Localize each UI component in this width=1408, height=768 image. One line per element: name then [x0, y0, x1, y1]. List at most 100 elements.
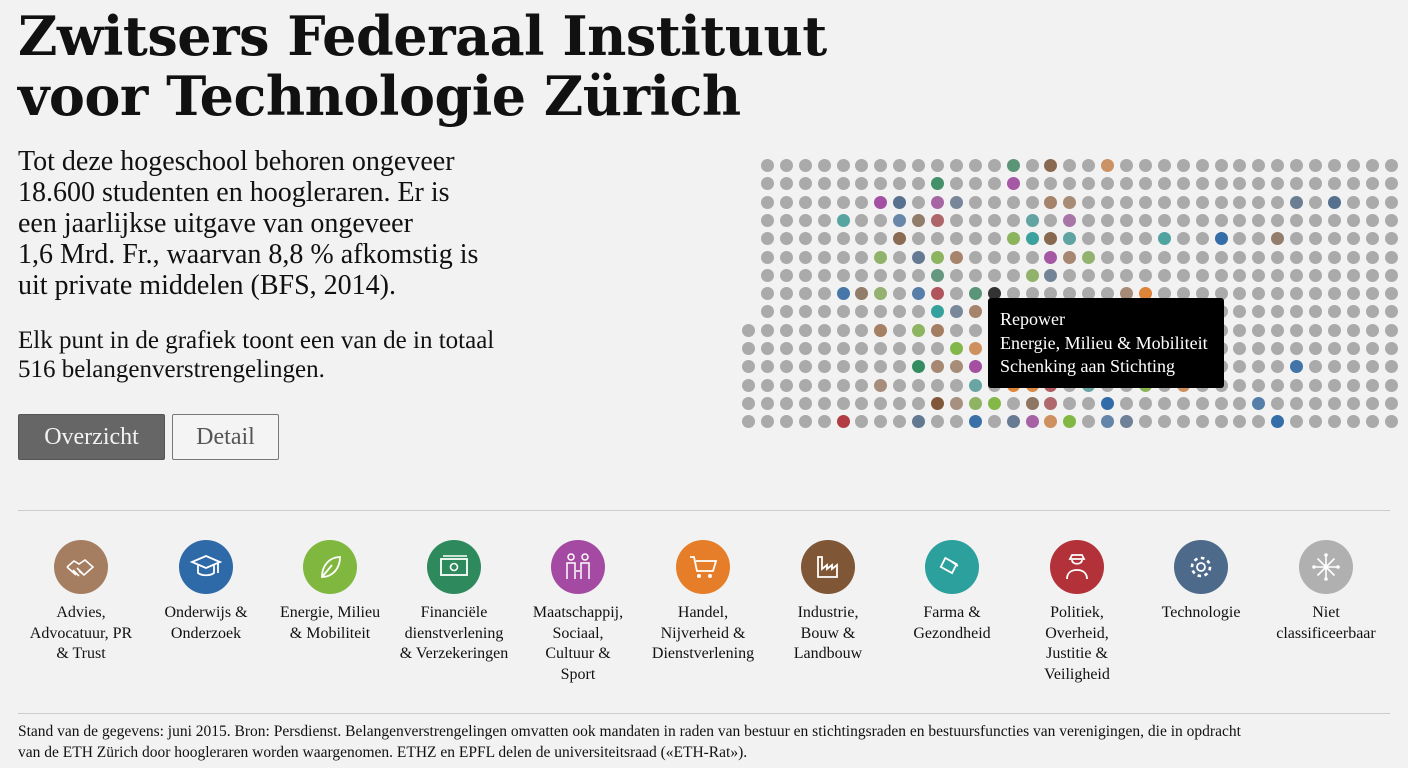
data-point[interactable]	[931, 360, 944, 374]
data-point[interactable]	[1044, 177, 1058, 191]
data-point[interactable]	[817, 287, 831, 301]
data-point[interactable]	[1252, 213, 1266, 227]
data-point[interactable]	[912, 195, 926, 209]
data-point[interactable]	[1138, 250, 1152, 264]
data-point[interactable]	[1214, 268, 1228, 282]
data-point[interactable]	[1327, 378, 1341, 392]
data-point[interactable]	[779, 268, 793, 282]
data-point[interactable]	[1025, 268, 1039, 282]
data-point[interactable]	[1082, 415, 1096, 429]
data-point[interactable]	[1120, 232, 1133, 246]
data-point[interactable]	[1327, 415, 1341, 429]
data-point[interactable]	[1120, 287, 1133, 301]
data-point[interactable]	[912, 323, 926, 337]
data-point[interactable]	[1214, 159, 1228, 172]
data-point[interactable]	[798, 177, 812, 191]
data-point[interactable]	[912, 287, 926, 301]
data-point[interactable]	[836, 268, 850, 282]
data-point[interactable]	[1195, 268, 1209, 282]
data-point[interactable]	[1252, 250, 1266, 264]
data-point[interactable]	[949, 213, 963, 227]
data-point[interactable]	[1195, 159, 1209, 172]
data-point[interactable]	[798, 378, 812, 392]
data-point[interactable]	[1006, 177, 1020, 191]
data-point[interactable]	[1365, 177, 1379, 191]
data-point[interactable]	[1195, 232, 1209, 246]
data-point[interactable]	[1327, 305, 1341, 319]
data-point[interactable]	[912, 159, 926, 172]
data-point[interactable]	[1214, 232, 1228, 246]
data-point[interactable]	[968, 177, 982, 191]
data-point[interactable]	[817, 195, 831, 209]
data-point[interactable]	[893, 177, 907, 191]
data-point[interactable]	[760, 268, 774, 282]
data-point[interactable]	[742, 360, 755, 374]
data-point[interactable]	[1346, 268, 1360, 282]
data-point[interactable]	[949, 250, 963, 264]
data-point[interactable]	[893, 232, 907, 246]
data-point[interactable]	[987, 268, 1001, 282]
detail-button[interactable]: Detail	[172, 414, 279, 460]
data-point[interactable]	[931, 323, 944, 337]
data-point[interactable]	[836, 213, 850, 227]
data-point[interactable]	[1252, 415, 1266, 429]
data-point[interactable]	[779, 378, 793, 392]
data-point[interactable]	[1138, 232, 1152, 246]
data-point[interactable]	[1384, 287, 1398, 301]
data-point[interactable]	[760, 378, 774, 392]
data-point[interactable]	[912, 396, 926, 410]
data-point[interactable]	[968, 305, 982, 319]
legend-item[interactable]: Onderwijs & Onderzoek	[141, 540, 271, 644]
data-point[interactable]	[912, 378, 926, 392]
data-point[interactable]	[931, 195, 944, 209]
data-point[interactable]	[836, 159, 850, 172]
data-point[interactable]	[1384, 250, 1398, 264]
data-point[interactable]	[931, 232, 944, 246]
data-point[interactable]	[987, 287, 1001, 301]
data-point[interactable]	[949, 342, 963, 355]
data-point[interactable]	[855, 342, 869, 355]
data-point[interactable]	[798, 305, 812, 319]
data-point[interactable]	[1365, 213, 1379, 227]
data-point[interactable]	[1195, 415, 1209, 429]
data-point[interactable]	[1271, 195, 1285, 209]
data-point[interactable]	[855, 378, 869, 392]
data-point[interactable]	[1233, 378, 1247, 392]
data-point[interactable]	[968, 378, 982, 392]
data-point[interactable]	[1309, 305, 1322, 319]
data-point[interactable]	[1346, 250, 1360, 264]
data-point[interactable]	[1365, 159, 1379, 172]
data-point[interactable]	[1176, 415, 1190, 429]
data-point[interactable]	[1271, 268, 1285, 282]
data-point[interactable]	[1384, 360, 1398, 374]
data-point[interactable]	[779, 213, 793, 227]
data-point[interactable]	[1365, 415, 1379, 429]
data-point[interactable]	[1214, 213, 1228, 227]
data-point[interactable]	[1233, 268, 1247, 282]
data-point[interactable]	[874, 378, 888, 392]
data-point[interactable]	[1233, 415, 1247, 429]
data-point[interactable]	[1346, 415, 1360, 429]
data-point[interactable]	[1365, 250, 1379, 264]
data-point[interactable]	[1157, 250, 1171, 264]
data-point[interactable]	[1252, 177, 1266, 191]
data-point[interactable]	[1120, 159, 1133, 172]
data-point[interactable]	[949, 268, 963, 282]
data-point[interactable]	[1233, 232, 1247, 246]
data-point[interactable]	[817, 305, 831, 319]
data-point[interactable]	[1327, 360, 1341, 374]
data-point[interactable]	[1271, 378, 1285, 392]
data-point[interactable]	[1309, 268, 1322, 282]
legend-item[interactable]: Maatschappij, Sociaal, Cultuur & Sport	[513, 540, 643, 685]
data-point[interactable]	[1063, 177, 1077, 191]
data-point[interactable]	[1252, 378, 1266, 392]
data-point[interactable]	[1195, 213, 1209, 227]
data-point[interactable]	[968, 250, 982, 264]
data-point[interactable]	[779, 177, 793, 191]
data-point[interactable]	[855, 177, 869, 191]
data-point[interactable]	[1271, 287, 1285, 301]
data-point[interactable]	[893, 360, 907, 374]
data-point[interactable]	[1309, 177, 1322, 191]
data-point[interactable]	[987, 232, 1001, 246]
data-point[interactable]	[874, 396, 888, 410]
